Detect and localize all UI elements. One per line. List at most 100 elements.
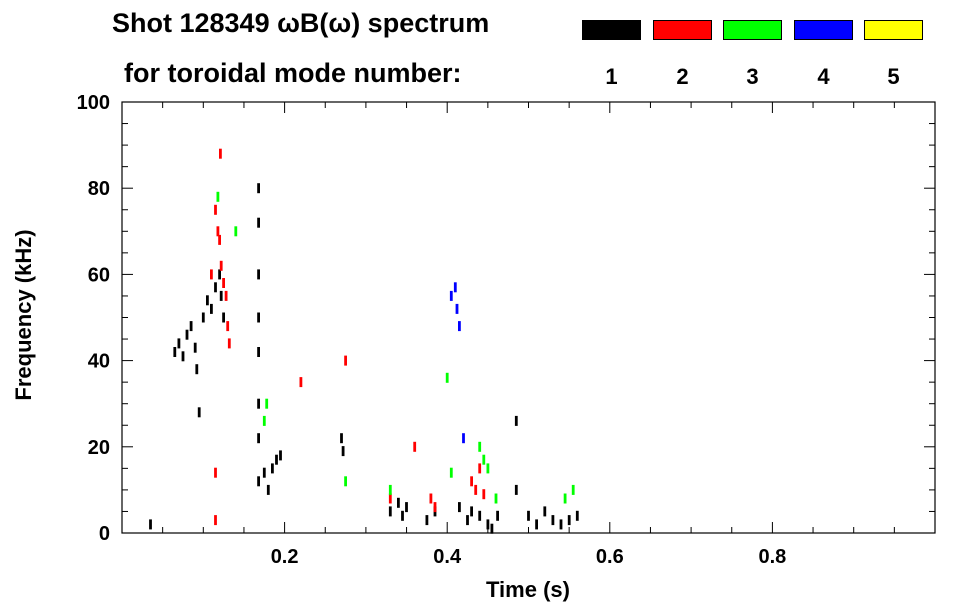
legend-label-mode-3: 3	[746, 64, 759, 89]
data-point-mode-1	[559, 519, 563, 530]
legend-swatch-mode-4	[794, 20, 853, 40]
data-point-mode-2	[214, 204, 217, 215]
data-point-mode-1	[405, 502, 408, 513]
legend-swatch-mode-3	[723, 20, 782, 40]
data-point-mode-2	[433, 502, 437, 513]
data-point-mode-1	[257, 433, 260, 444]
data-point-mode-1	[197, 407, 201, 418]
data-point-mode-1	[527, 510, 530, 521]
data-point-mode-1	[266, 484, 270, 495]
legend-label-mode-5: 5	[887, 64, 900, 89]
data-point-mode-3	[234, 226, 238, 237]
data-point-mode-4	[453, 282, 457, 293]
data-point-mode-1	[185, 329, 189, 340]
data-point-mode-1	[262, 467, 266, 478]
data-point-mode-1	[193, 342, 197, 353]
data-point-mode-3	[571, 484, 575, 495]
data-point-mode-1	[486, 519, 490, 530]
data-point-mode-1	[214, 282, 217, 293]
data-point-mode-1	[543, 506, 547, 517]
data-point-mode-1	[425, 515, 429, 526]
data-point-mode-1	[458, 502, 461, 513]
data-point-mode-1	[219, 290, 223, 301]
y-axis-label: Frequency (kHz)	[11, 229, 36, 400]
x-tick-label: 0.6	[596, 546, 624, 568]
plot-frame	[121, 101, 936, 534]
x-tick-label: 0.8	[758, 546, 786, 568]
chart-title: Shot 128349 ωB(ω) spectrum	[112, 8, 490, 38]
legend-swatch-mode-5	[864, 20, 923, 40]
data-point-mode-1	[514, 415, 518, 426]
data-point-mode-1	[181, 351, 185, 362]
data-point-mode-2	[227, 338, 231, 349]
legend-swatch-mode-2	[653, 20, 712, 40]
data-point-mode-1	[401, 510, 404, 521]
data-point-mode-1	[490, 523, 494, 534]
data-point-mode-2	[210, 269, 213, 280]
data-point-mode-3	[216, 191, 220, 202]
data-point-mode-1	[567, 515, 571, 526]
data-point-mode-3	[262, 415, 266, 426]
data-point-mode-2	[344, 355, 347, 366]
data-point-mode-1	[257, 183, 260, 194]
data-point-mode-2	[429, 493, 433, 504]
data-point-mode-1	[275, 454, 278, 465]
data-point-mode-1	[195, 364, 199, 375]
data-point-mode-3	[494, 493, 498, 504]
x-tick-label: 0.2	[271, 546, 299, 568]
data-point-mode-1	[149, 519, 152, 530]
data-point-mode-2	[388, 493, 392, 504]
data-point-mode-2	[224, 290, 228, 301]
data-point-mode-2	[214, 467, 217, 478]
data-point-mode-2	[219, 148, 222, 159]
data-point-mode-2	[299, 377, 303, 388]
data-point-mode-1	[257, 476, 260, 487]
legend-swatch-mode-1	[582, 20, 641, 40]
data-point-mode-3	[449, 467, 453, 478]
y-tick-label: 100	[77, 92, 110, 114]
y-tick-label: 20	[88, 437, 110, 459]
data-point-mode-1	[496, 510, 499, 521]
data-point-mode-1	[514, 484, 518, 495]
legend-label-mode-2: 2	[676, 64, 689, 89]
data-point-mode-3	[563, 493, 567, 504]
data-point-mode-1	[279, 450, 282, 461]
data-point-mode-1	[257, 312, 260, 323]
y-tick-label: 80	[88, 178, 110, 200]
data-point-mode-1	[470, 506, 473, 517]
data-point-mode-1	[575, 510, 579, 521]
data-point-mode-1	[257, 347, 260, 357]
data-point-mode-3	[478, 441, 482, 452]
data-point-mode-1	[206, 295, 209, 306]
data-point-mode-2	[413, 441, 417, 452]
y-tick-label: 40	[88, 351, 110, 373]
data-point-mode-1	[397, 497, 400, 508]
data-point-mode-1	[340, 433, 343, 444]
data-point-mode-3	[265, 398, 269, 409]
data-point-mode-1	[271, 463, 274, 474]
legend-label-mode-4: 4	[817, 64, 830, 89]
data-point-mode-2	[216, 226, 220, 237]
data-point-mode-3	[388, 484, 392, 495]
y-tick-label: 60	[88, 264, 110, 286]
data-point-mode-3	[482, 454, 486, 465]
axis-layer: 0.2 0.4 0.6 0.8 0 20 40 60 80 100	[77, 92, 935, 568]
data-point-mode-1	[257, 269, 260, 280]
legend-label-mode-1: 1	[605, 64, 618, 89]
data-point-mode-1	[535, 519, 538, 530]
mode-number-caption: for toroidal mode number:	[124, 58, 462, 88]
data-point-mode-2	[226, 321, 230, 332]
data-point-mode-2	[478, 463, 482, 474]
data-point-mode-4	[458, 321, 461, 332]
data-point-mode-1	[201, 312, 205, 323]
data-point-mode-2	[219, 260, 223, 271]
data-point-mode-1	[189, 321, 193, 332]
data-point-mode-1	[173, 347, 177, 357]
data-points-layer	[149, 148, 579, 534]
data-point-mode-1	[551, 515, 555, 526]
data-point-mode-1	[177, 338, 181, 349]
data-point-mode-1	[388, 506, 392, 517]
data-point-mode-2	[474, 484, 478, 495]
data-point-mode-1	[210, 303, 213, 314]
